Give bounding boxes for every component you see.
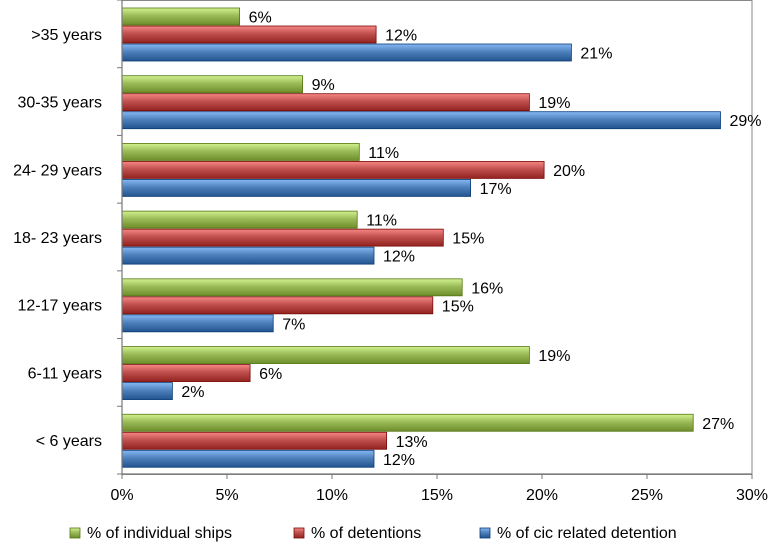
- legend-label: % of detentions: [311, 525, 421, 542]
- data-label: 16%: [471, 280, 503, 297]
- data-label: 19%: [538, 95, 570, 112]
- x-tick-label: 10%: [316, 487, 348, 504]
- bar--of-cic-related-detention: [121, 111, 721, 130]
- data-label: 19%: [538, 348, 570, 365]
- x-tick-label: 30%: [736, 487, 768, 504]
- legend: % of individual ships % of detentions % of…: [69, 525, 677, 542]
- category-label: 6-11 years: [28, 365, 102, 382]
- data-label: 11%: [368, 145, 399, 162]
- data-label: 21%: [580, 46, 612, 63]
- legend-label: % of cic related detention: [497, 525, 677, 542]
- category-label: < 6 years: [36, 433, 102, 450]
- data-label: 20%: [553, 163, 585, 180]
- bar--of-cic-related-detention: [121, 382, 173, 400]
- bar--of-individual-ships: [121, 413, 694, 432]
- bar--of-detentions: [121, 364, 251, 382]
- category-label: 30-35 years: [18, 95, 103, 112]
- data-label: 11%: [366, 213, 397, 230]
- legend-swatch: [69, 527, 81, 539]
- bar--of-individual-ships: [121, 278, 463, 297]
- data-label: 7%: [282, 316, 305, 333]
- bar--of-cic-related-detention: [121, 179, 472, 197]
- bar--of-cic-related-detention: [121, 314, 274, 333]
- bar--of-cic-related-detention: [121, 43, 572, 62]
- bars-layer: [121, 7, 721, 468]
- data-label: 2%: [181, 384, 204, 401]
- bar--of-detentions: [121, 431, 388, 450]
- x-tick-label: 20%: [526, 487, 558, 504]
- bar--of-individual-ships: [121, 210, 358, 229]
- x-tick-label: 5%: [215, 487, 238, 504]
- bar--of-cic-related-detention: [121, 449, 375, 468]
- data-label: 29%: [730, 113, 762, 130]
- data-label: 27%: [702, 416, 734, 433]
- bar--of-detentions: [121, 161, 545, 179]
- data-label: 13%: [396, 434, 428, 451]
- data-label: 12%: [385, 28, 417, 45]
- bar--of-detentions: [121, 296, 434, 315]
- data-label: 6%: [249, 10, 272, 27]
- bar--of-individual-ships: [121, 143, 360, 161]
- bar--of-detentions: [121, 228, 444, 247]
- bar--of-individual-ships: [121, 346, 530, 364]
- axes-layer: 0% 5% 10% 15% 20% 25% 30% >35 years 30-35 years 2…: [13, 0, 768, 504]
- legend-label: % of individual ships: [87, 525, 232, 542]
- data-label: 6%: [259, 366, 282, 383]
- data-label: 9%: [312, 77, 335, 94]
- data-label: 15%: [452, 231, 484, 248]
- data-label: 12%: [383, 452, 415, 469]
- data-label: 12%: [383, 249, 415, 266]
- legend-swatch: [479, 527, 491, 539]
- data-label: 17%: [480, 181, 512, 198]
- x-tick-label: 0%: [110, 487, 133, 504]
- category-label: 18- 23 years: [13, 230, 102, 247]
- bar--of-individual-ships: [121, 7, 240, 26]
- bar--of-detentions: [121, 93, 530, 112]
- legend-swatch: [293, 527, 305, 539]
- data-label: 15%: [442, 298, 474, 315]
- bar--of-cic-related-detention: [121, 246, 375, 265]
- bar--of-detentions: [121, 25, 377, 44]
- x-tick-label: 25%: [631, 487, 663, 504]
- x-tick-label: 15%: [421, 487, 453, 504]
- bar--of-individual-ships: [121, 75, 304, 94]
- category-label: 12-17 years: [18, 298, 103, 315]
- data-labels-layer: 6%12%21%9%19%29%11%20%17%11%15%12%16%15%…: [181, 10, 761, 469]
- category-label: 24- 29 years: [13, 162, 102, 179]
- category-label: >35 years: [31, 27, 102, 44]
